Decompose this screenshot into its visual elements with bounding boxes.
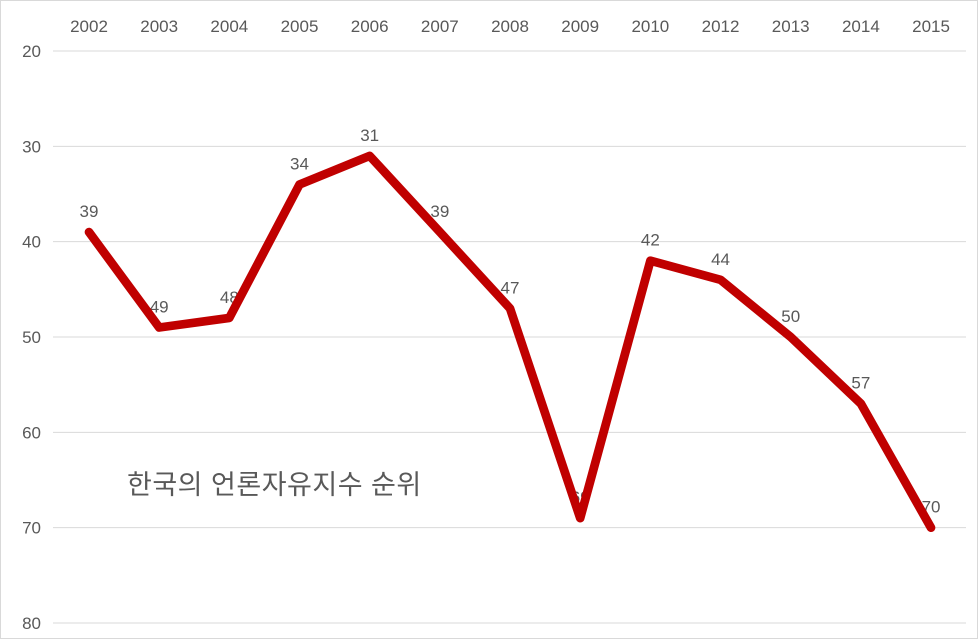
data-label: 57 xyxy=(851,374,870,393)
x-axis-tick-label: 2012 xyxy=(702,17,740,36)
chart-title: 한국의 언론자유지수 순위 xyxy=(127,470,422,500)
x-axis-tick-label: 2007 xyxy=(421,17,459,36)
x-axis-tick-label: 2003 xyxy=(140,17,178,36)
x-axis-tick-label: 2004 xyxy=(210,17,248,36)
x-axis-tick-label: 2005 xyxy=(281,17,319,36)
x-axis-tick-label: 2006 xyxy=(351,17,389,36)
x-axis-tick-label: 2015 xyxy=(912,17,950,36)
data-label: 39 xyxy=(80,202,99,221)
data-label: 47 xyxy=(501,278,520,297)
data-label: 50 xyxy=(781,307,800,326)
x-axis-tick-label: 2002 xyxy=(70,17,108,36)
x-axis-tick-label: 2009 xyxy=(561,17,599,36)
x-axis-tick-label: 2008 xyxy=(491,17,529,36)
data-label: 39 xyxy=(430,202,449,221)
data-label: 49 xyxy=(150,297,169,316)
x-axis-tick-label: 2013 xyxy=(772,17,810,36)
x-axis-tick-label: 2014 xyxy=(842,17,880,36)
y-axis-tick-label: 80 xyxy=(22,614,41,633)
y-axis-tick-label: 70 xyxy=(22,519,41,538)
y-axis-tick-label: 60 xyxy=(22,423,41,442)
data-label: 31 xyxy=(360,126,379,145)
x-axis-tick-label: 2010 xyxy=(631,17,669,36)
data-label: 42 xyxy=(641,231,660,250)
series-line xyxy=(84,151,936,533)
y-axis-tick-label: 50 xyxy=(22,328,41,347)
data-label: 34 xyxy=(290,154,309,173)
data-label: 44 xyxy=(711,250,730,269)
y-axis-tick-label: 20 xyxy=(22,42,41,61)
y-axis-tick-label: 30 xyxy=(22,137,41,156)
y-axis-tick-label: 40 xyxy=(22,233,41,252)
